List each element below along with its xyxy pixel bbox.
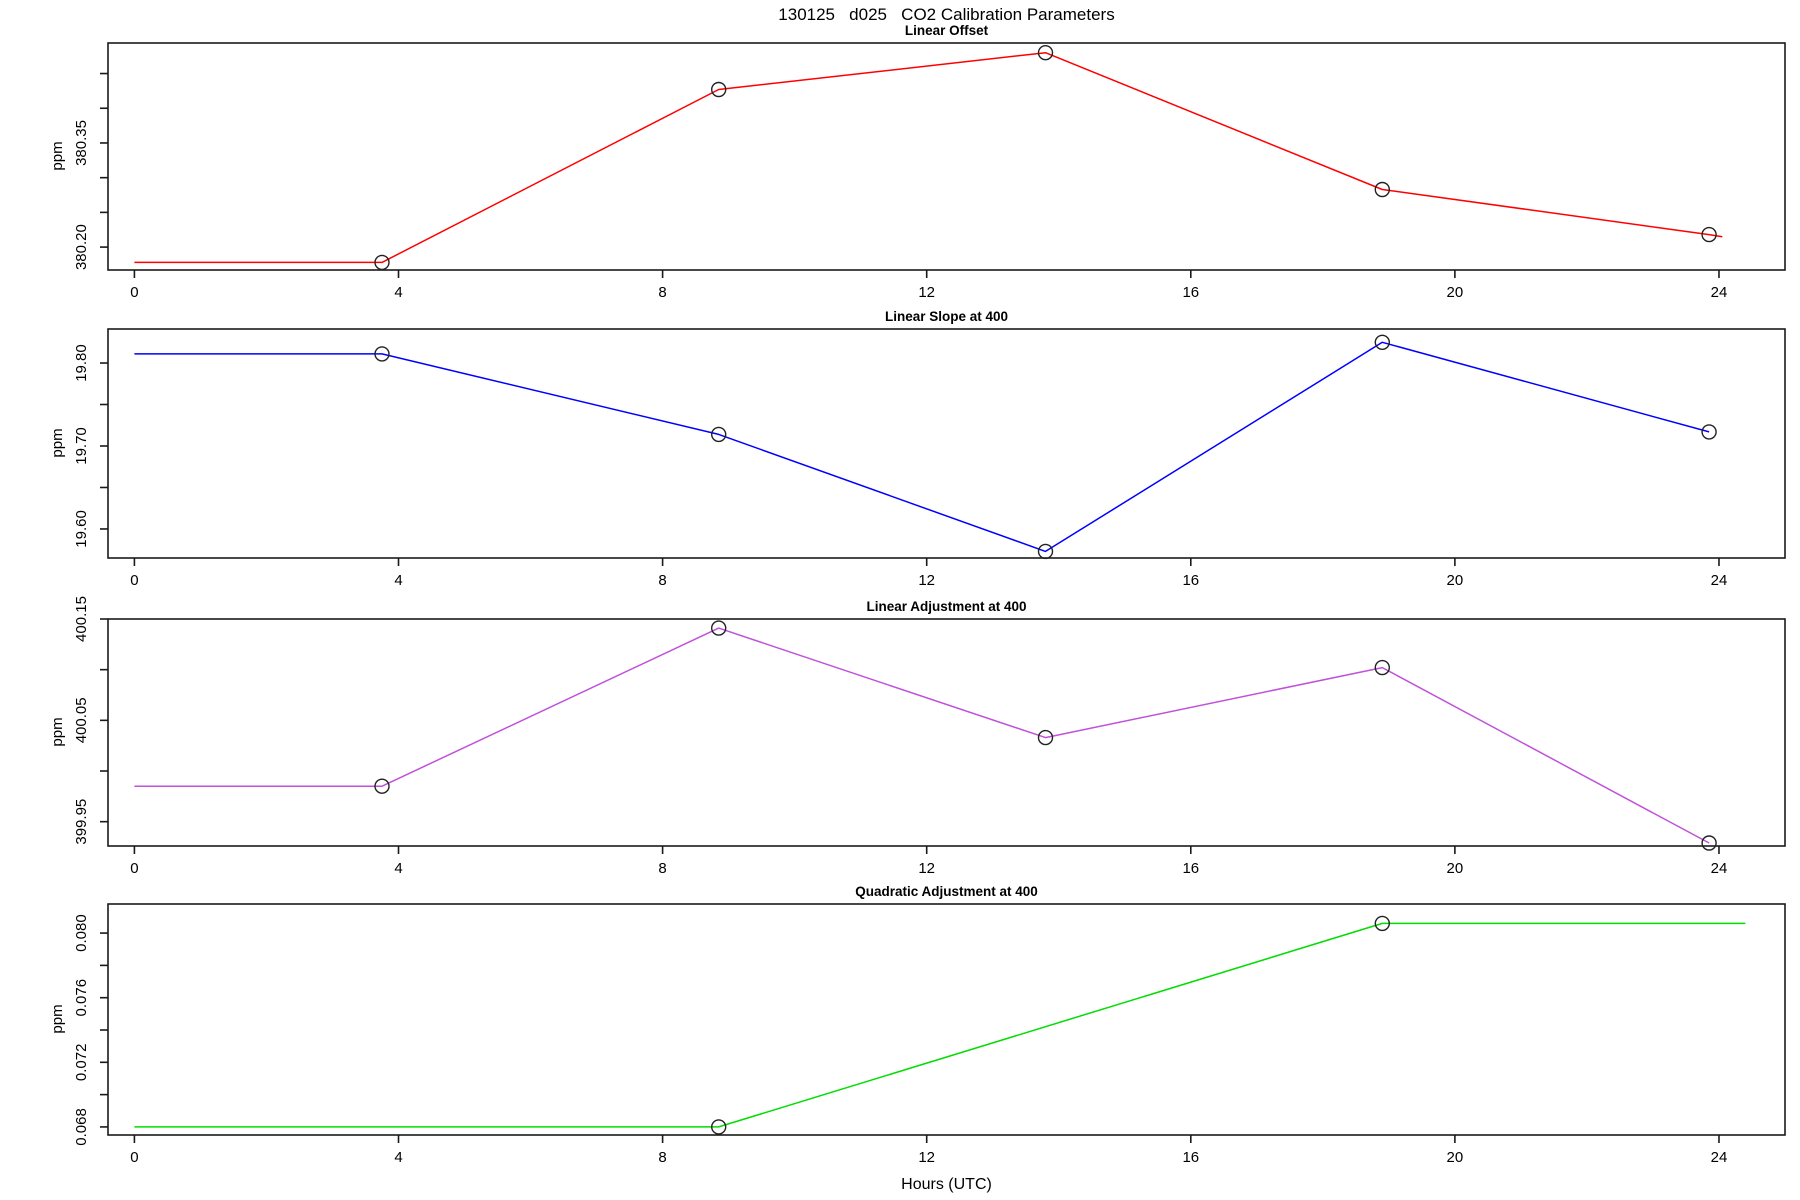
x-tick-label: 8 (658, 572, 666, 589)
panel-0: 380.20 380.35 0 4 8 12 16 20 24 (73, 42, 1786, 301)
data-point-marker (1701, 424, 1717, 440)
x-tick-label: 12 (918, 1149, 935, 1166)
x-tick-label: 16 (1182, 860, 1199, 877)
y-tick-label: 400.05 (73, 697, 90, 743)
data-point-marker (1374, 915, 1391, 932)
data-point-marker (1701, 835, 1717, 851)
x-tick-label: 24 (1711, 572, 1728, 589)
data-point-marker (711, 1119, 727, 1135)
plot-box (107, 903, 1786, 1136)
x-tick-label: 24 (1711, 860, 1728, 877)
data-point-marker (711, 426, 727, 443)
x-tick-label: 24 (1711, 1149, 1728, 1166)
y-tick-label: 0.080 (73, 914, 90, 952)
panel-title-linear-adjustment: Linear Adjustment at 400 (866, 599, 1027, 614)
x-tick-label: 20 (1447, 284, 1464, 301)
x-tick-label: 16 (1182, 1149, 1199, 1166)
data-point-marker (1037, 45, 1054, 61)
panel-3: 0.068 0.072 0.076 0.080 0 4 8 12 16 20 24 (73, 903, 1786, 1166)
data-point-marker (374, 346, 390, 362)
y-tick-label: 0.072 (73, 1044, 90, 1082)
x-tick-label: 0 (130, 860, 138, 877)
series-line (134, 627, 1710, 844)
x-tick-label: 8 (658, 860, 666, 877)
data-point-marker (374, 778, 390, 794)
data-point-marker (1374, 659, 1391, 676)
x-tick-label: 20 (1447, 1149, 1464, 1166)
x-tick-label: 4 (394, 572, 402, 589)
series-line (134, 341, 1710, 553)
plot-box (107, 42, 1786, 271)
data-point-marker (711, 620, 727, 636)
y-tick-label: 400.15 (73, 596, 90, 642)
x-tick-label: 4 (394, 1149, 402, 1166)
series-line (134, 922, 1746, 1128)
x-tick-label: 24 (1711, 284, 1728, 301)
panel-title-quadratic-adjustment: Quadratic Adjustment at 400 (855, 884, 1038, 899)
x-tick-label: 12 (918, 284, 935, 301)
y-tick-label: 0.068 (73, 1108, 90, 1146)
y-tick-label: 380.20 (73, 224, 90, 270)
y-tick-label: 19.80 (73, 344, 90, 382)
x-tick-label: 12 (918, 572, 935, 589)
y-tick-label: 399.95 (73, 799, 90, 845)
x-tick-label: 20 (1447, 860, 1464, 877)
y-tick-label: 19.70 (73, 427, 90, 465)
data-point-marker (1374, 334, 1391, 350)
x-tick-label: 8 (658, 1149, 666, 1166)
data-point-marker (711, 81, 727, 98)
y-tick-label: 19.60 (73, 510, 90, 548)
x-tick-label: 4 (394, 860, 402, 877)
y-tick-label: 0.076 (73, 979, 90, 1017)
data-point-marker (1701, 226, 1717, 243)
panel-title-linear-slope: Linear Slope at 400 (884, 309, 1009, 324)
data-point-marker (374, 254, 390, 271)
x-tick-label: 0 (130, 572, 138, 589)
data-point-marker (1037, 729, 1054, 746)
x-tick-label: 16 (1182, 572, 1199, 589)
data-point-marker (1374, 181, 1391, 198)
x-tick-label: 8 (658, 284, 666, 301)
x-tick-label: 4 (394, 284, 402, 301)
x-axis-label: Hours (UTC) (901, 1176, 992, 1193)
plot-box (107, 618, 1786, 847)
panel-2: 399.95 400.05 400.15 0 4 8 12 16 20 24 (73, 596, 1786, 877)
x-tick-label: 16 (1182, 284, 1199, 301)
x-tick-label: 20 (1447, 572, 1464, 589)
x-tick-label: 12 (918, 860, 935, 877)
data-point-marker (1037, 543, 1054, 560)
figure-title: 130125 d025 CO2 Calibration Parameters (778, 5, 1115, 24)
y-tick-label: 380.35 (73, 120, 90, 166)
x-tick-label: 0 (130, 1149, 138, 1166)
plot-box (107, 328, 1786, 559)
series-line (134, 51, 1723, 264)
panel-title-linear-offset: Linear Offset (904, 23, 989, 38)
x-tick-label: 0 (130, 284, 138, 301)
panel-1: 19.60 19.70 19.80 0 4 8 12 16 20 24 (73, 328, 1786, 589)
